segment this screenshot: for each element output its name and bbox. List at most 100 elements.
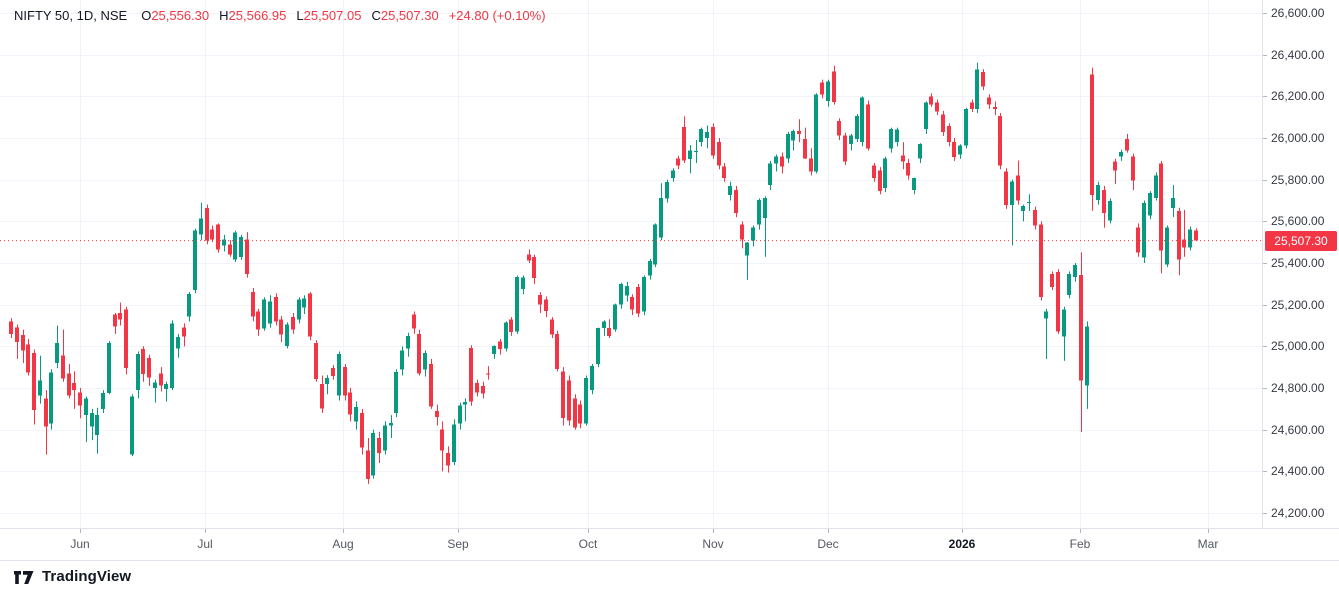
candle <box>1159 163 1163 251</box>
price-axis[interactable]: 25,507.30 26,600.00 26,400.00 26,200.00 26,… <box>1262 0 1339 560</box>
candle <box>544 299 548 312</box>
candle <box>619 283 623 305</box>
candle <box>389 423 393 426</box>
candle <box>348 392 352 415</box>
candle <box>343 367 347 396</box>
candle <box>107 343 111 394</box>
candle <box>849 135 853 144</box>
candle <box>458 405 462 424</box>
candle <box>924 102 928 129</box>
candle <box>699 128 703 142</box>
candle <box>1096 185 1100 201</box>
price-tick-label: 26,600.00 <box>1271 6 1325 20</box>
candle <box>314 343 318 379</box>
candlestick-chart[interactable] <box>0 0 1262 528</box>
candle <box>113 314 117 327</box>
candle <box>820 82 824 95</box>
candle <box>883 158 887 188</box>
candles[interactable] <box>9 62 1198 484</box>
candle <box>1004 171 1008 205</box>
time-tick-label: Jul <box>197 537 213 551</box>
time-tick-label: Nov <box>702 537 724 551</box>
candle <box>147 357 151 378</box>
time-tick-label: Dec <box>817 537 839 551</box>
candle <box>682 126 686 161</box>
candle <box>354 406 358 422</box>
tradingview-logo-icon[interactable] <box>14 570 34 590</box>
candle <box>469 348 473 402</box>
candle <box>970 102 974 110</box>
candle <box>918 143 922 159</box>
candle <box>268 301 272 324</box>
time-tick-label: Mar <box>1197 537 1219 551</box>
symbol-title[interactable]: NIFTY 50, 1D, NSE <box>14 8 128 23</box>
candle <box>1090 74 1094 196</box>
candle <box>745 242 749 256</box>
candle <box>1119 151 1123 157</box>
time-tick-label: Oct <box>578 537 598 551</box>
candle <box>636 286 640 314</box>
candle <box>935 102 939 112</box>
change-value: +24.80 (+0.10%) <box>448 8 546 23</box>
candle <box>751 227 755 241</box>
candle <box>676 158 680 166</box>
candle <box>561 371 565 419</box>
candle <box>1016 175 1020 201</box>
candle <box>475 382 479 393</box>
candle <box>1085 326 1089 386</box>
candle <box>1108 201 1112 221</box>
candle <box>90 413 94 427</box>
candle <box>555 333 559 370</box>
candle <box>61 355 65 379</box>
candle <box>84 398 88 416</box>
candle <box>67 373 71 396</box>
time-axis[interactable]: Jun Jul Aug Sep Oct Nov Dec 2026 Feb Mar <box>0 528 1339 561</box>
candle <box>590 365 594 391</box>
candle <box>1050 274 1054 287</box>
candle <box>504 322 508 349</box>
candle <box>452 424 456 462</box>
candle <box>1067 274 1071 295</box>
candle <box>630 296 634 310</box>
candle <box>1177 210 1181 260</box>
symbol-header[interactable]: NIFTY 50, 1D, NSE O25,556.30 H25,566.95 L25… <box>14 8 546 23</box>
candle <box>205 207 209 241</box>
candle <box>429 364 433 407</box>
candle <box>832 71 836 103</box>
close-value: 25,507.30 <box>380 8 439 23</box>
candle <box>550 319 554 335</box>
candle <box>578 404 582 424</box>
open-value: 25,556.30 <box>151 8 210 23</box>
candle <box>987 97 991 105</box>
candle <box>1131 156 1135 181</box>
candle <box>481 385 485 394</box>
price-tick-label: 24,200.00 <box>1271 506 1325 520</box>
candle <box>118 313 122 320</box>
candle <box>228 244 232 255</box>
tradingview-brand-text[interactable]: TradingView <box>42 568 132 585</box>
chart-pane[interactable]: NIFTY 50, 1D, NSE O25,556.30 H25,566.95 L25… <box>0 0 1262 528</box>
candle <box>929 96 933 105</box>
candle <box>325 377 329 384</box>
candle <box>803 138 807 159</box>
candle <box>814 94 818 172</box>
candle <box>906 163 910 176</box>
candle <box>1148 193 1152 216</box>
price-tick-label: 26,200.00 <box>1271 89 1325 103</box>
candle <box>941 114 945 132</box>
candle <box>170 323 174 388</box>
high-label: H <box>219 8 229 23</box>
last-price-badge: 25,507.30 <box>1265 231 1337 251</box>
candle <box>130 396 134 455</box>
candle <box>952 141 956 157</box>
candle <box>222 239 226 246</box>
price-tick-label: 24,400.00 <box>1271 464 1325 478</box>
candle <box>665 181 669 199</box>
candle <box>423 353 427 370</box>
candle <box>573 398 577 428</box>
candle <box>176 336 180 349</box>
candle <box>717 141 721 166</box>
price-tick-label: 26,000.00 <box>1271 131 1325 145</box>
candle <box>49 372 53 424</box>
candle <box>1010 181 1014 205</box>
